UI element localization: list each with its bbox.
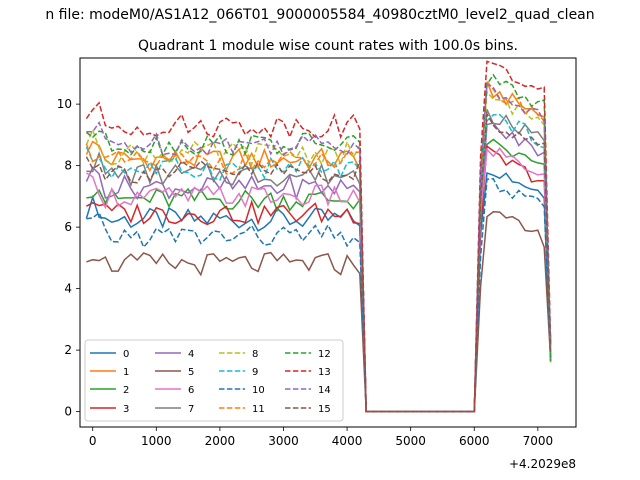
x-offset-label: +4.2029e8	[509, 457, 576, 471]
legend-label-0: 0	[123, 349, 129, 360]
series-line-10	[86, 178, 552, 413]
legend-label-14: 14	[318, 385, 331, 396]
legend-label-10: 10	[252, 385, 265, 396]
legend-label-9: 9	[252, 367, 258, 378]
chart-title: Quadrant 1 module wise count rates with …	[138, 38, 518, 54]
y-tick-label: 8	[64, 159, 72, 173]
x-tick-label: 1000	[141, 434, 172, 448]
legend-label-3: 3	[123, 404, 129, 415]
x-tick-label: 4000	[332, 434, 363, 448]
y-tick-label: 4	[64, 282, 72, 296]
x-tick-label: 3000	[268, 434, 299, 448]
legend-label-5: 5	[188, 367, 194, 378]
legend-label-8: 8	[252, 349, 258, 360]
x-tick-label: 6000	[459, 434, 490, 448]
x-tick-label: 7000	[523, 434, 554, 448]
y-tick-label: 10	[57, 97, 72, 111]
legend-label-13: 13	[318, 367, 331, 378]
x-tick-label: 2000	[205, 434, 236, 448]
x-tick-label: 0	[89, 434, 97, 448]
y-tick-label: 0	[64, 405, 72, 419]
series-line-15	[85, 111, 552, 413]
plot-frame	[79, 57, 577, 428]
legend-label-12: 12	[318, 349, 331, 360]
x-tick-label: 5000	[395, 434, 426, 448]
legend-label-11: 11	[252, 404, 265, 415]
y-tick-label: 2	[64, 343, 72, 357]
series-line-8	[85, 89, 552, 413]
legend-label-4: 4	[188, 349, 194, 360]
figure-suptitle: n file: modeM0/AS1A12_066T01_9000005584_…	[45, 7, 594, 23]
y-tick-label: 6	[64, 220, 72, 234]
legend	[84, 339, 344, 422]
series-line-11	[85, 79, 552, 413]
legend-label-7: 7	[188, 404, 194, 415]
series-line-13	[85, 60, 552, 413]
legend-label-15: 15	[318, 404, 331, 415]
legend-label-6: 6	[188, 385, 194, 396]
legend-label-1: 1	[123, 367, 129, 378]
legend-label-2: 2	[123, 385, 129, 396]
